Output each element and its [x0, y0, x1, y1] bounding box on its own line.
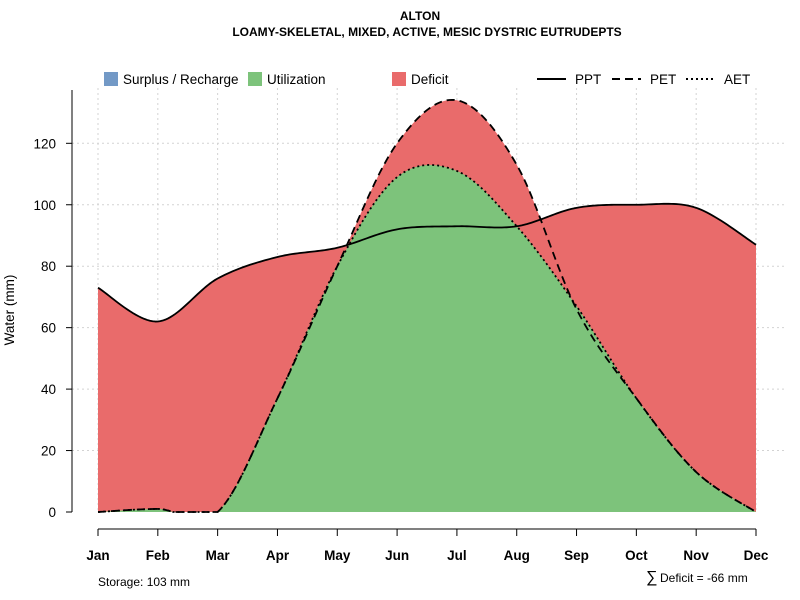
legend-label-deficit: Deficit — [411, 72, 449, 87]
y-tick-label: 20 — [41, 444, 56, 459]
legend: Surplus / Recharge Utilization Deficit P… — [104, 72, 750, 87]
x-tick-label: Dec — [744, 548, 769, 563]
legend-swatch-surplus — [104, 72, 118, 86]
y-tick-label: 0 — [48, 505, 56, 520]
legend-label-ppt: PPT — [575, 72, 601, 87]
sum-icon: ∑ — [646, 569, 657, 586]
y-tick-label: 80 — [41, 259, 56, 274]
legend-label-pet: PET — [650, 72, 676, 87]
x-tick-label: Oct — [625, 548, 648, 563]
x-tick-label: Apr — [266, 548, 290, 563]
series-line-aet — [97, 164, 757, 513]
series-line-ppt — [97, 202, 757, 323]
x-tick-label: Feb — [146, 548, 170, 563]
y-tick-label: 120 — [33, 136, 56, 151]
area-fills — [98, 99, 756, 513]
x-tick-label: Aug — [504, 548, 530, 563]
storage-label: Storage: 103 mm — [98, 575, 190, 589]
legend-label-utilization: Utilization — [267, 72, 326, 87]
y-tick-label: 100 — [33, 198, 56, 213]
x-tick-label: Nov — [683, 548, 709, 563]
area-utilization — [98, 164, 756, 513]
legend-label-surplus: Surplus / Recharge — [123, 72, 239, 87]
chart-subtitle: LOAMY-SKELETAL, MIXED, ACTIVE, MESIC DYS… — [232, 25, 621, 39]
x-tick-label: Jan — [86, 548, 109, 563]
legend-label-aet: AET — [724, 72, 750, 87]
legend-swatch-utilization — [248, 72, 262, 86]
deficit-label: Deficit = -66 mm — [660, 571, 748, 585]
series-lines — [97, 98, 757, 513]
x-tick-label: Jul — [447, 548, 467, 563]
x-tick-label: Mar — [206, 548, 231, 563]
y-tick-label: 60 — [41, 321, 56, 336]
y-tick-label: 40 — [41, 382, 56, 397]
x-tick-label: Jun — [385, 548, 409, 563]
legend-swatch-deficit — [392, 72, 406, 86]
x-tick-label: Sep — [564, 548, 589, 563]
axes: 0 20 40 60 80 100 120 Jan Feb Mar Apr May Jun Jul Aug S… — [33, 90, 769, 563]
x-tick-label: May — [324, 548, 351, 563]
y-axis-label: Water (mm) — [2, 275, 17, 346]
chart-title: ALTON — [400, 9, 440, 23]
